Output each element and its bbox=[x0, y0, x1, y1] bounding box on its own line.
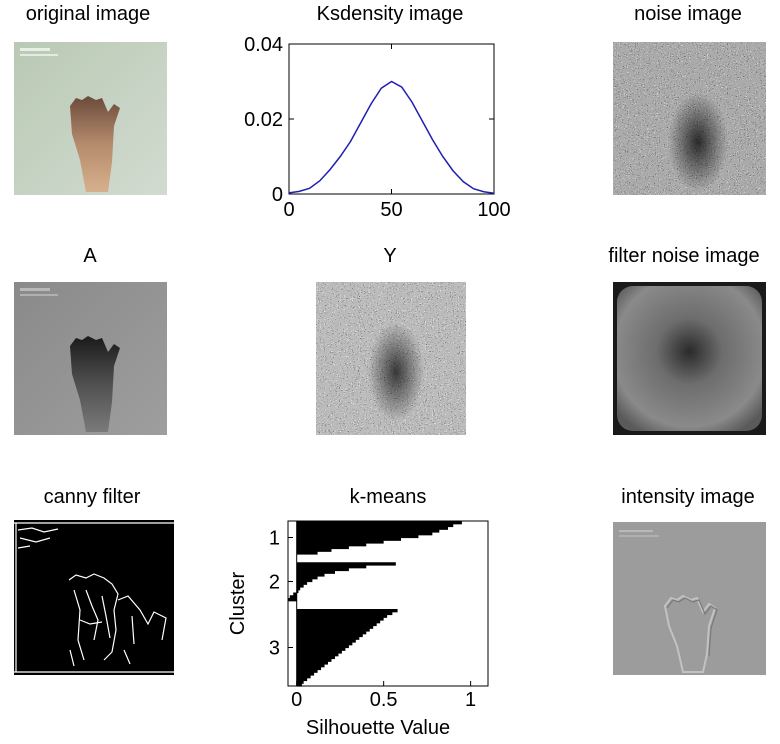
km-y-tick-label: 3 bbox=[269, 638, 280, 660]
silhouette-bar bbox=[296, 633, 363, 638]
silhouette-bar bbox=[296, 578, 313, 583]
silhouette-bar bbox=[296, 658, 332, 662]
silhouette-bar bbox=[296, 534, 419, 539]
silhouette-bar bbox=[296, 584, 304, 588]
silhouette-bar bbox=[296, 653, 339, 657]
silhouette-bar bbox=[288, 598, 297, 602]
silhouette-bar bbox=[296, 587, 301, 591]
title-canny-filter: canny filter bbox=[43, 486, 141, 508]
silhouette-bar bbox=[296, 672, 315, 676]
ks-x-tick-label: 100 bbox=[477, 199, 510, 221]
title-intensity-image: intensity image bbox=[621, 486, 755, 508]
silhouette-bar bbox=[296, 551, 318, 555]
noise-image bbox=[613, 42, 766, 195]
silhouette-bar bbox=[296, 625, 374, 629]
ks-y-tick-label: 0 bbox=[272, 184, 283, 206]
ks-y-tick-label: 0.02 bbox=[244, 109, 283, 131]
silhouette-bar bbox=[296, 521, 462, 525]
title-noise-image: noise image bbox=[634, 3, 742, 25]
original-image bbox=[14, 42, 167, 195]
silhouette-bar bbox=[296, 664, 325, 668]
silhouette-bar bbox=[296, 532, 433, 536]
ksdensity-chart: 0 50 100 0 0.02 0.04 bbox=[222, 30, 522, 230]
silhouette-bar bbox=[296, 570, 335, 574]
silhouette-bar bbox=[289, 595, 297, 599]
km-x-tick-label: 1 bbox=[465, 689, 476, 711]
silhouette-bar bbox=[296, 526, 448, 530]
silhouette-bar bbox=[296, 611, 393, 616]
silhouette-bar bbox=[296, 545, 349, 550]
ks-x-tick-label: 0 bbox=[283, 199, 294, 221]
silhouette-bar bbox=[296, 647, 346, 651]
grayscale-image-a bbox=[14, 282, 167, 435]
intensity-image bbox=[613, 522, 766, 675]
silhouette-bar bbox=[296, 628, 370, 632]
silhouette-bar bbox=[296, 680, 304, 684]
ks-plot-area bbox=[288, 43, 495, 195]
noise-image-y bbox=[316, 282, 466, 435]
km-y-tick-label: 2 bbox=[269, 572, 280, 594]
silhouette-bar bbox=[296, 620, 381, 624]
silhouette-bar bbox=[296, 565, 367, 569]
title-kmeans: k-means bbox=[349, 486, 427, 508]
title-y: Y bbox=[383, 245, 397, 267]
silhouette-bar bbox=[296, 669, 318, 673]
silhouette-bar bbox=[296, 639, 356, 643]
canny-filter-image bbox=[14, 520, 174, 675]
filter-noise-image bbox=[613, 282, 766, 435]
silhouette-bar bbox=[296, 636, 360, 640]
km-x-tick-label: 0.5 bbox=[370, 689, 398, 711]
silhouette-bar bbox=[296, 609, 398, 613]
silhouette-bar bbox=[296, 573, 325, 577]
silhouette-bar bbox=[296, 540, 384, 544]
silhouette-bar bbox=[296, 677, 308, 682]
silhouette-bar bbox=[296, 548, 332, 552]
silhouette-bar bbox=[296, 622, 377, 627]
silhouette-bar bbox=[296, 683, 302, 687]
km-y-axis-label: Cluster bbox=[227, 571, 249, 635]
silhouette-bar bbox=[296, 543, 367, 547]
silhouette-bar bbox=[296, 666, 322, 671]
title-filter-noise-image: filter noise image bbox=[608, 245, 760, 267]
silhouette-bar bbox=[296, 529, 440, 533]
silhouette-bar bbox=[293, 592, 297, 596]
silhouette-bar bbox=[296, 675, 311, 679]
silhouette-bar bbox=[296, 614, 388, 618]
silhouette-bar bbox=[296, 589, 299, 594]
silhouette-bar bbox=[296, 567, 349, 572]
title-a: A bbox=[83, 245, 97, 267]
silhouette-bar bbox=[296, 576, 318, 580]
silhouette-bar bbox=[296, 562, 396, 566]
kmeans-silhouette-chart: 0 0.5 1 1 2 3 Silhouette Value Cluster bbox=[222, 510, 512, 744]
silhouette-bar bbox=[296, 661, 328, 665]
ks-density-line bbox=[288, 80, 495, 194]
title-ksdensity-image: Ksdensity image bbox=[316, 3, 464, 25]
silhouette-bar bbox=[296, 581, 308, 585]
ks-x-tick-label: 50 bbox=[380, 199, 402, 221]
silhouette-bar bbox=[296, 642, 353, 646]
ks-y-tick-label: 0.04 bbox=[244, 34, 283, 56]
title-original-image: original image bbox=[25, 3, 151, 25]
km-x-axis-label: Silhouette Value bbox=[306, 717, 450, 739]
silhouette-bar bbox=[296, 631, 367, 635]
silhouette-bar bbox=[296, 537, 402, 541]
km-x-tick-label: 0 bbox=[291, 689, 302, 711]
km-y-tick-label: 1 bbox=[269, 528, 280, 550]
silhouette-bar bbox=[296, 644, 349, 649]
silhouette-bar bbox=[296, 655, 335, 660]
silhouette-bar bbox=[296, 523, 454, 528]
silhouette-bar bbox=[296, 650, 342, 654]
silhouette-bar bbox=[296, 617, 384, 621]
